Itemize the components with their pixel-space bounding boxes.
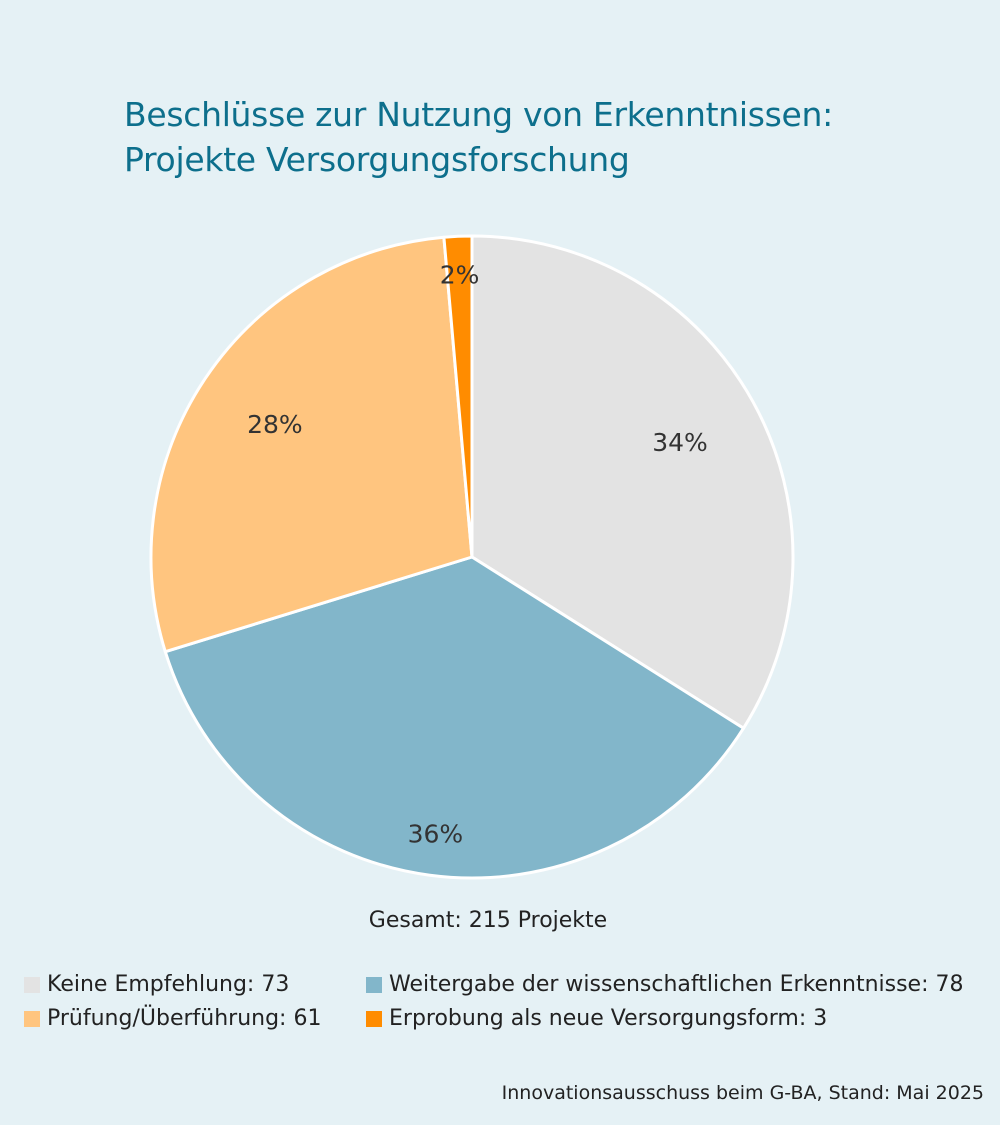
pie-label-weitergabe-der-wissenschaftlichen-erkenntnisse: 36%: [408, 819, 464, 848]
pie-label-keine-empfehlung: 34%: [652, 428, 708, 457]
chart-title-line-1: Beschlüsse zur Nutzung von Erkenntnissen…: [124, 95, 833, 134]
legend-item-keine-empfehlung: Keine Empfehlung: 73: [24, 972, 289, 997]
pie-slice-keine-empfehlung: [470, 234, 795, 730]
legend-label-erprobung: Erprobung als neue Versorgungsform: 3: [389, 1006, 828, 1031]
legend-swatch-weitergabe: [366, 976, 382, 993]
source-note: Innovationsausschuss beim G-BA, Stand: M…: [501, 1082, 984, 1104]
pie-label-erprobung-als-neue-versorgungsform: 2%: [440, 260, 480, 289]
legend-item-weitergabe: Weitergabe der wissenschaftlichen Erkenn…: [366, 972, 963, 997]
chart-title: Beschlüsse zur Nutzung von Erkenntnissen…: [124, 92, 833, 182]
legend-item-erprobung: Erprobung als neue Versorgungsform: 3: [366, 1006, 827, 1031]
legend-swatch-erprobung: [366, 1010, 382, 1027]
legend-label-pruefung: Prüfung/Überführung: 61: [47, 1006, 322, 1031]
pie-slice-erprobung-als-neue-versorgungsform: [442, 234, 474, 559]
pie-slice-pr-fung-berf-hrung: [149, 235, 474, 654]
legend-swatch-pruefung: [24, 1010, 40, 1027]
legend-label-keine-empfehlung: Keine Empfehlung: 73: [47, 972, 290, 997]
total-label: Gesamt: 215 Projekte: [368, 908, 608, 933]
legend-label-weitergabe: Weitergabe der wissenschaftlichen Erkenn…: [389, 972, 964, 997]
chart-title-line-2: Projekte Versorgungsforschung: [124, 140, 630, 179]
legend-item-pruefung: Prüfung/Überführung: 61: [24, 1006, 321, 1031]
pie-slice-weitergabe-der-wissenschaftlichen-erkenntnisse: [163, 555, 746, 880]
legend-swatch-keine-empfehlung: [24, 976, 40, 993]
pie-label-pr-fung-berf-hrung: 28%: [247, 410, 303, 439]
